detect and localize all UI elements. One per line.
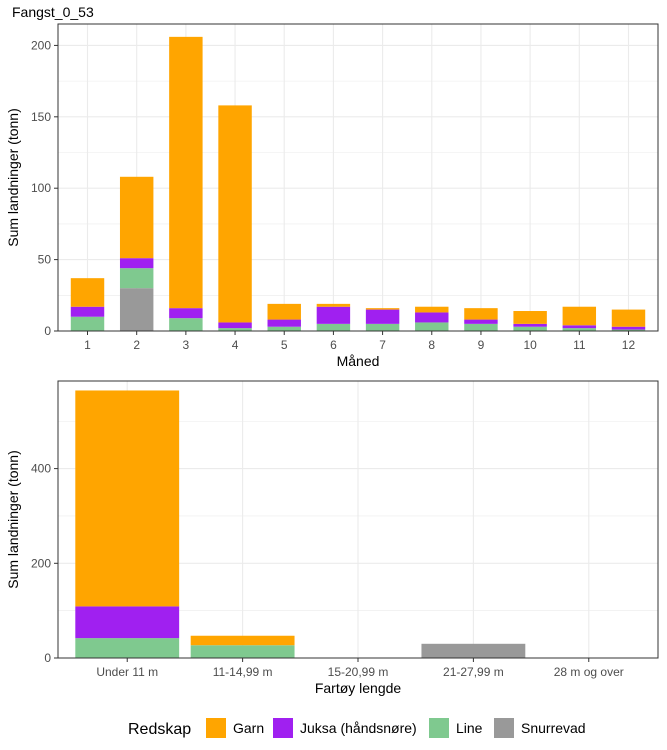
month-bar-2-juksa-h-ndsn-re [119, 258, 154, 269]
length-bar-under-11-m-juksa-h-ndsn-re [75, 606, 180, 639]
month-x-tick-label: 11 [573, 338, 586, 352]
month-bar-10-garn [513, 311, 547, 324]
month-x-tick-label: 10 [523, 338, 537, 352]
month-bar-10-line [513, 326, 547, 331]
month-bar-2-line [119, 268, 154, 289]
length-x-tick-label: 21-27,99 m [443, 665, 504, 679]
month-bar-3-line [169, 318, 203, 331]
legend: Redskap Garn Juksa (håndsnøre) Line Snurreva… [128, 718, 586, 738]
month-bar-4-line [218, 328, 252, 331]
month-y-tick-label: 50 [38, 253, 52, 267]
length-bar-11-14-99-m-garn [190, 635, 295, 646]
month-bar-7-line [365, 323, 400, 331]
month-x-tick-label: 9 [478, 338, 485, 352]
month-bar-8-garn [415, 306, 449, 313]
month-panel [58, 24, 658, 331]
month-x-tick-label: 2 [133, 338, 140, 352]
month-y-tick-label: 200 [31, 38, 51, 52]
month-bar-9-garn [464, 308, 498, 320]
month-bar-12-line [611, 329, 646, 331]
month-x-tick-label: 6 [330, 338, 337, 352]
month-bar-9-juksa-h-ndsn-re [464, 319, 498, 324]
month-bar-7-juksa-h-ndsn-re [365, 309, 400, 324]
length-y-tick-label: 400 [31, 462, 51, 476]
legend-label-line: Line [456, 720, 483, 736]
month-bar-11-juksa-h-ndsn-re [562, 325, 597, 329]
month-bar-11-line [562, 328, 597, 331]
length-y-tick-label: 200 [31, 556, 51, 570]
month-x-tick-label: 12 [622, 338, 636, 352]
month-y-tick-label: 150 [31, 110, 51, 124]
length-x-tick-label: Under 11 m [96, 665, 158, 679]
figure-title: Fangst_0_53 [12, 4, 94, 20]
length-x-tick-label: 11-14,99 m [213, 665, 273, 679]
legend-label-snurrevad: Snurrevad [521, 720, 586, 736]
month-bar-5-juksa-h-ndsn-re [267, 319, 301, 327]
month-y-tick-label: 0 [44, 324, 51, 338]
month-bar-12-garn [611, 309, 646, 327]
month-bar-8-juksa-h-ndsn-re [415, 312, 449, 323]
legend-key-juksa-h-ndsn-re [273, 718, 293, 738]
month-bar-4-garn [218, 105, 252, 323]
legend-label-garn: Garn [233, 720, 264, 736]
month-bar-11-garn [562, 306, 597, 326]
legend-label-juksa-h-ndsn-re: Juksa (håndsnøre) [300, 720, 417, 736]
month-x-tick-label: 1 [84, 338, 91, 352]
length-bar-under-11-m-garn [75, 390, 180, 607]
legend-key-line [429, 718, 449, 738]
month-bar-3-garn [169, 36, 203, 309]
length-bar-11-14-99-m-line [190, 645, 295, 658]
month-bar-6-juksa-h-ndsn-re [316, 306, 351, 324]
month-bar-4-juksa-h-ndsn-re [218, 322, 252, 329]
month-x-tick-label: 5 [281, 338, 288, 352]
legend-title: Redskap [128, 721, 191, 738]
month-x-tick-label: 8 [428, 338, 435, 352]
month-bar-5-garn [267, 303, 301, 320]
month-bar-12-juksa-h-ndsn-re [611, 326, 646, 330]
month-y-tick-label: 100 [31, 181, 51, 195]
length-x-tick-label: 28 m og over [554, 665, 624, 679]
month-bar-2-snurrevad [119, 288, 154, 331]
vessel-length-chart: 0 200 400 Under 11 m 11-14,99 m 15-20,99 m 21-… [5, 380, 659, 696]
length-bar-under-11-m-line [75, 638, 180, 658]
month-bar-1-line [70, 316, 105, 331]
length-x-tick-label: 15-20,99 m [328, 665, 389, 679]
length-bar-21-27-99-m-snurrevad [421, 643, 526, 658]
month-bar-10-juksa-h-ndsn-re [513, 323, 547, 327]
month-bar-6-garn [316, 303, 351, 307]
month-y-axis-title: Sum landninger (tonn) [5, 108, 21, 247]
month-bar-5-line [267, 326, 301, 331]
month-bar-1-juksa-h-ndsn-re [70, 306, 105, 317]
length-x-axis-title: Fartøy lengde [315, 680, 402, 696]
month-bar-1-garn [70, 278, 105, 307]
month-bar-3-juksa-h-ndsn-re [169, 308, 203, 319]
month-bar-6-line [316, 323, 351, 331]
legend-key-garn [206, 718, 226, 738]
length-y-tick-label: 0 [44, 651, 51, 665]
month-x-tick-label: 4 [232, 338, 239, 352]
month-panel-border [57, 23, 659, 332]
length-y-axis-title: Sum landninger (tonn) [5, 450, 21, 589]
month-x-axis-title: Måned [337, 353, 380, 369]
month-bar-2-garn [119, 176, 154, 259]
legend-key-snurrevad [494, 718, 514, 738]
month-x-tick-label: 7 [379, 338, 386, 352]
month-bar-7-garn [365, 308, 400, 310]
month-bar-8-line [415, 322, 449, 331]
month-bar-9-line [464, 323, 498, 331]
month-x-tick-label: 3 [183, 338, 190, 352]
